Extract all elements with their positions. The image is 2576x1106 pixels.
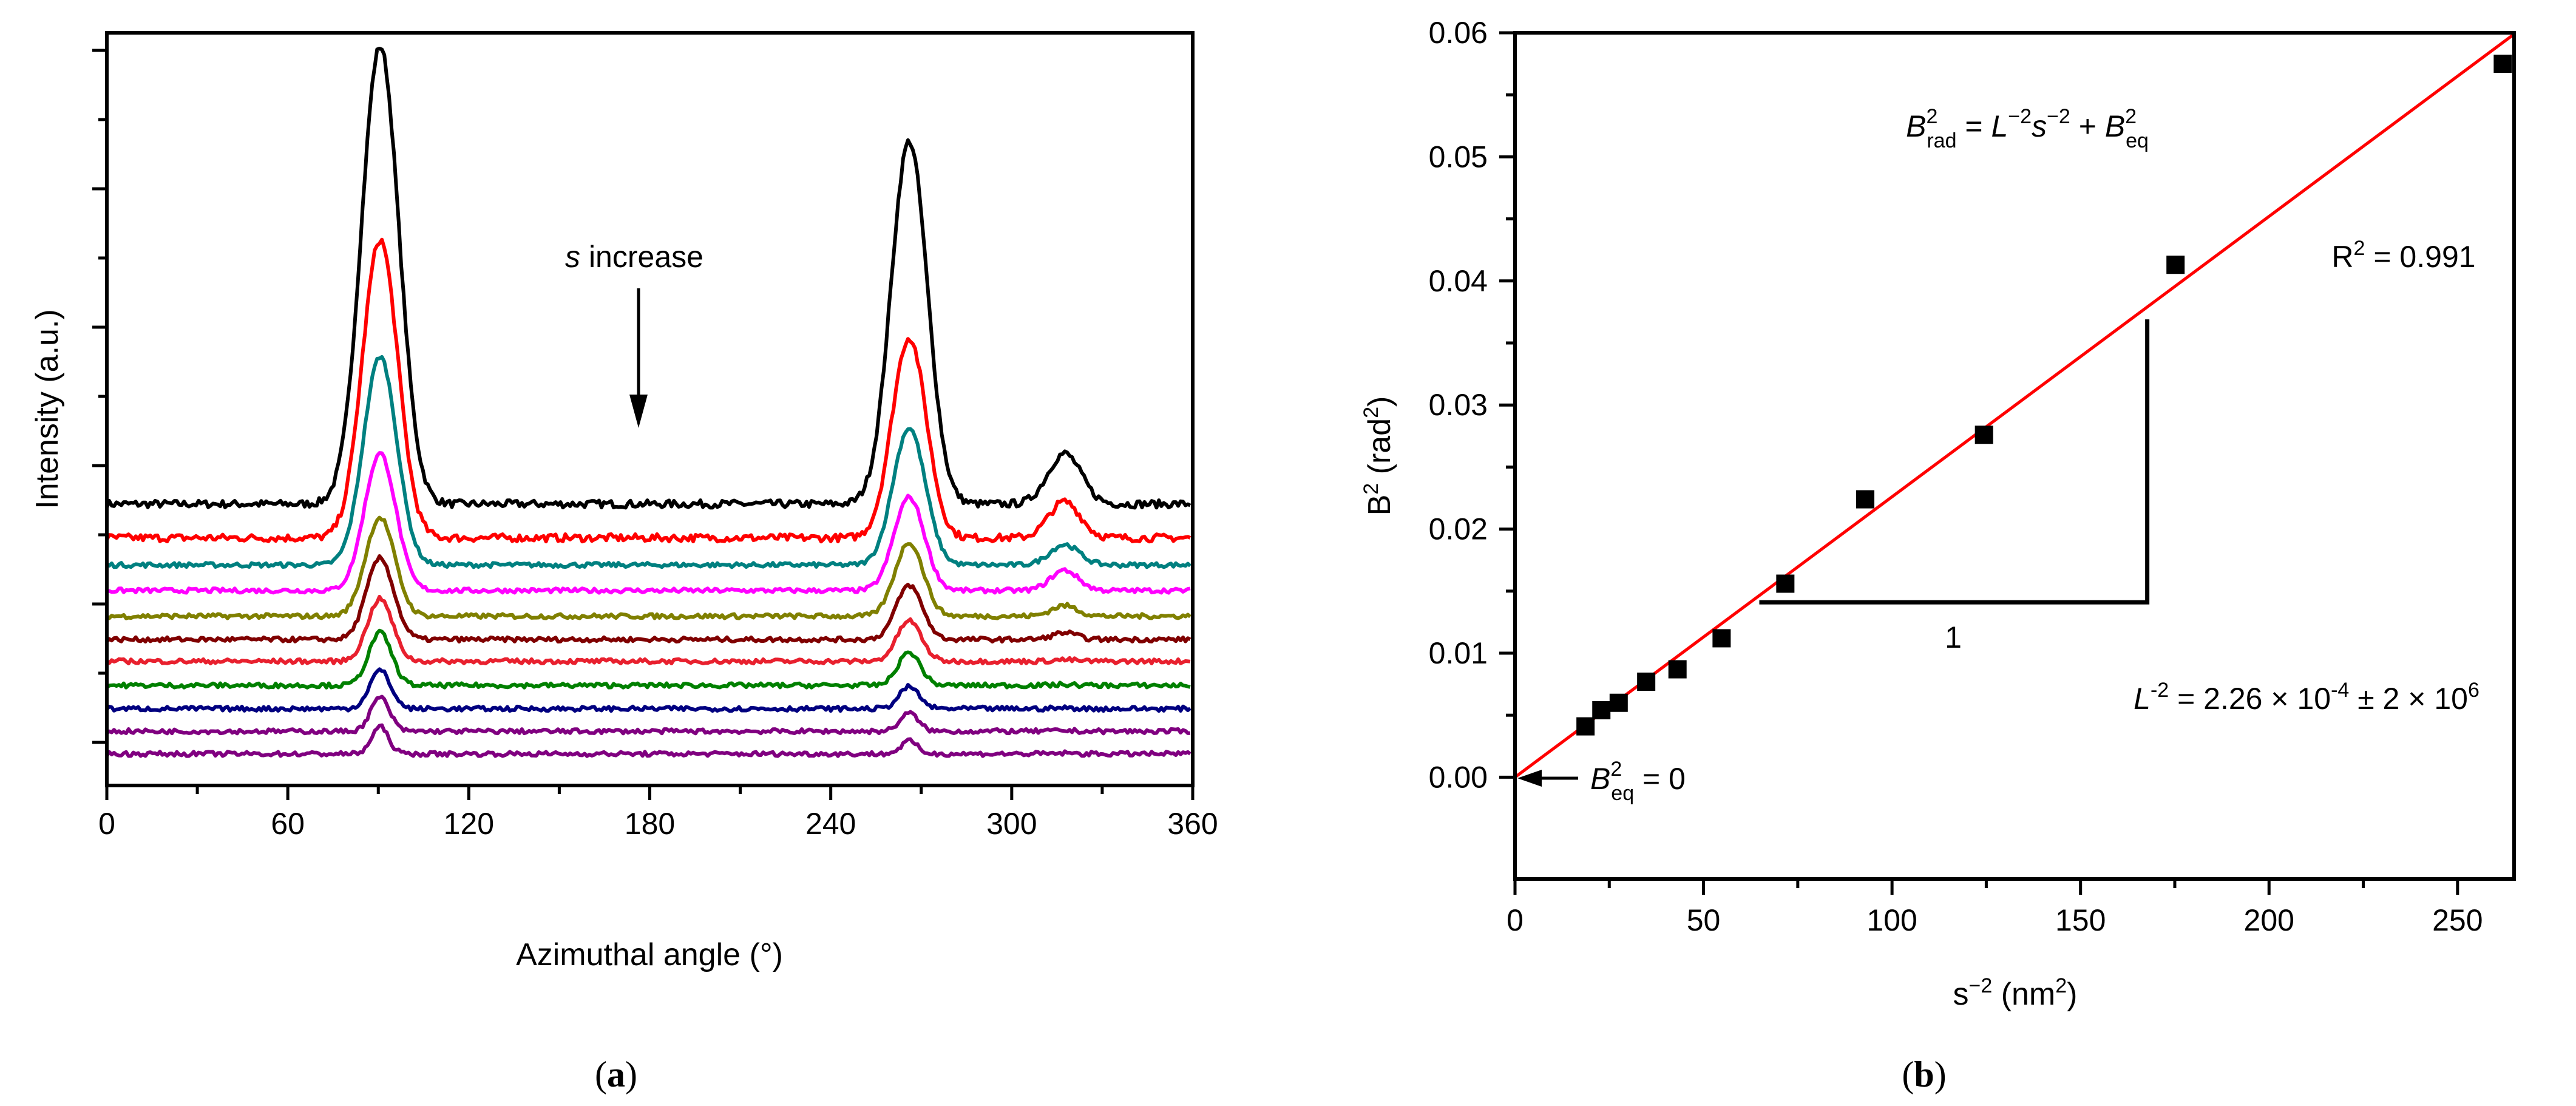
panel-b-marks: 1 xyxy=(1514,33,2515,779)
series-line-curve-6 xyxy=(105,554,1191,644)
down-arrow-icon xyxy=(629,288,648,428)
panel-a-chart: 0 60 120 180 240 300 360 s increase Azimuthal … xyxy=(30,31,1218,1094)
x-tick-label: 360 xyxy=(1167,807,1218,841)
data-point xyxy=(1668,660,1687,679)
panel-b-caption: (b) xyxy=(1902,1054,1946,1094)
y-tick-label: 0.03 xyxy=(1429,388,1488,422)
slope-triangle xyxy=(1759,319,2150,605)
x-tick-label: 250 xyxy=(2432,903,2483,937)
panel-a-y-axis-label: Intensity (a.u.) xyxy=(30,309,65,509)
x-tick-label: 120 xyxy=(444,807,494,841)
x-tick-label: 100 xyxy=(1866,903,1917,937)
fit-line xyxy=(1514,33,2515,779)
data-point xyxy=(1776,574,1795,593)
panel-b-plot-frame xyxy=(1513,31,2516,881)
x-tick-label: 50 xyxy=(1687,903,1721,937)
data-point xyxy=(2166,256,2185,274)
series-line-curve-2 xyxy=(105,237,1191,544)
data-point xyxy=(1974,426,1993,444)
left-arrow-icon xyxy=(1517,770,1578,787)
panel-b-y-axis-label: B2 (rad2) xyxy=(1360,396,1397,516)
x-tick-label: 180 xyxy=(625,807,675,841)
x-tick-label: 150 xyxy=(2055,903,2106,937)
slope-value-label: L-2 = 2.26 × 10-4 ± 2 × 106 xyxy=(2134,679,2479,716)
intercept-label: B2 eq = 0 xyxy=(1590,758,1686,805)
panel-b-ticks: 0 50 100 150 200 250 0.00 0.01 0.02 0.03 0.04 0.05 0… xyxy=(1429,16,2483,937)
slope-triangle-label: 1 xyxy=(1945,620,1962,654)
x-tick-label: 60 xyxy=(271,807,305,841)
y-tick-label: 0.00 xyxy=(1429,760,1488,794)
fit-equation: B2 rad = L−2s−2 + B2 eq xyxy=(1906,105,2149,152)
series-line-curve-4 xyxy=(106,451,1191,595)
series-line-curve-9 xyxy=(105,667,1191,713)
data-point xyxy=(1609,693,1628,712)
data-point xyxy=(1856,490,1875,509)
panel-b-x-axis-label: s−2 (nm2) xyxy=(1953,974,2077,1012)
data-point xyxy=(1592,701,1611,720)
panel-a-plot-frame xyxy=(105,31,1195,787)
series-line-curve-11 xyxy=(105,723,1191,758)
series-line-curve-8 xyxy=(106,628,1191,690)
r-squared-label: R2 = 0.991 xyxy=(2331,237,2475,274)
x-tick-label: 300 xyxy=(986,807,1037,841)
y-tick-label: 0.06 xyxy=(1429,16,1488,50)
x-tick-label: 0 xyxy=(98,807,115,841)
panel-a-caption: (a) xyxy=(595,1054,637,1094)
panel-a-x-axis-label: Azimuthal angle (°) xyxy=(516,937,783,972)
panel-a-curves xyxy=(105,47,1192,758)
y-tick-label: 0.05 xyxy=(1429,140,1488,174)
y-tick-label: 0.02 xyxy=(1429,512,1488,546)
data-point xyxy=(1637,673,1656,691)
panel-a-ticks: 0 60 120 180 240 300 360 xyxy=(92,49,1218,841)
series-line-curve-3 xyxy=(106,355,1192,569)
y-tick-label: 0.01 xyxy=(1429,636,1488,670)
panel-b-chart: 1 0 50 100 150 200 250 0.00 0.01 0.02 0.03 0.04 0.0… xyxy=(1360,16,2516,1094)
x-tick-label: 200 xyxy=(2244,903,2294,937)
panel-a-annotation: s increase xyxy=(565,240,703,274)
series-line-curve-5 xyxy=(106,515,1191,620)
y-tick-label: 0.04 xyxy=(1429,264,1488,298)
series-line-curve-7 xyxy=(106,594,1191,666)
data-point xyxy=(1712,629,1731,648)
series-line-curve-1 xyxy=(105,47,1191,510)
x-tick-label: 240 xyxy=(805,807,856,841)
x-tick-label: 0 xyxy=(1507,903,1524,937)
data-point xyxy=(2493,55,2512,73)
data-point xyxy=(1576,717,1595,736)
series-line-curve-10 xyxy=(106,694,1191,736)
